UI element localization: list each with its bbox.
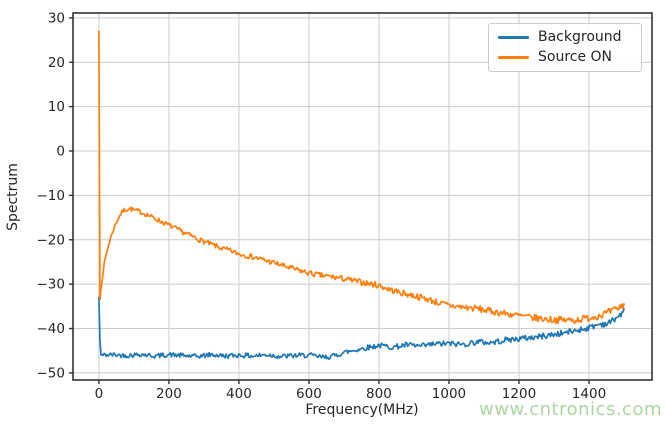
y-axis-label: Spectrum <box>5 163 21 231</box>
legend-entry-background: Background <box>498 29 632 46</box>
y-tick-label: −50 <box>37 365 66 381</box>
y-tick-label: −20 <box>37 232 66 248</box>
x-tick-label: 400 <box>226 386 252 402</box>
x-tick-label: 200 <box>156 386 182 402</box>
y-tick-label: −30 <box>37 277 66 293</box>
x-tick-label: 600 <box>296 386 322 402</box>
y-tick-label: −40 <box>37 321 66 337</box>
watermark: www.cntronics.com <box>479 399 662 420</box>
background-series-line <box>98 296 625 360</box>
x-tick-label: 1000 <box>432 386 466 402</box>
source-on-line-swatch <box>498 55 529 59</box>
y-tick-label: 0 <box>56 144 65 160</box>
axes-frame <box>72 12 653 381</box>
background-line-swatch <box>498 36 529 40</box>
legend-label-background: Background <box>538 29 622 46</box>
source-on-series-line <box>98 30 625 325</box>
x-tick-label: 0 <box>95 386 104 402</box>
x-tick-label: 1400 <box>572 386 606 402</box>
legend-entry-source-on: Source ON <box>498 48 632 65</box>
x-axis-label: Frequency(MHz) <box>305 402 419 418</box>
y-tick-label: 20 <box>48 55 65 71</box>
x-tick-label: 800 <box>366 386 392 402</box>
y-tick-label: 30 <box>48 10 65 26</box>
legend-label-source-on: Source ON <box>538 48 613 65</box>
y-tick-label: 10 <box>48 99 65 115</box>
x-tick-label: 1200 <box>502 386 536 402</box>
legend: Background Source ON <box>488 23 642 72</box>
y-tick-label: −10 <box>37 188 66 204</box>
